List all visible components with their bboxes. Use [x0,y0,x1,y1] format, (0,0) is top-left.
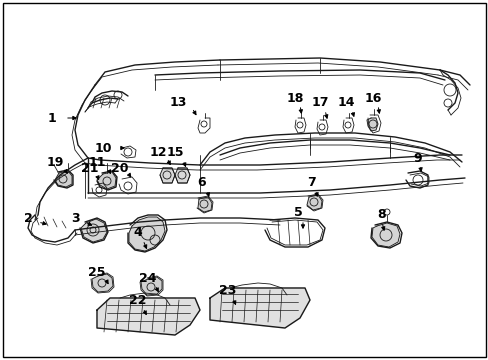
Text: 16: 16 [364,91,381,104]
Polygon shape [198,197,212,212]
Text: 23: 23 [219,284,236,297]
Polygon shape [81,219,107,242]
Text: 3: 3 [71,211,79,225]
Text: 24: 24 [139,271,157,284]
Text: 19: 19 [46,157,63,170]
Polygon shape [160,168,175,183]
Text: 15: 15 [166,147,183,159]
Polygon shape [97,172,116,189]
Text: 18: 18 [286,91,303,104]
Text: 9: 9 [413,152,422,165]
Polygon shape [366,118,377,131]
Text: 11: 11 [88,157,105,170]
Text: 12: 12 [149,147,166,159]
Text: 2: 2 [23,211,32,225]
Text: 25: 25 [88,266,105,279]
Text: 4: 4 [133,226,142,239]
Polygon shape [175,168,190,183]
Text: 17: 17 [311,96,328,109]
Text: 22: 22 [129,293,146,306]
Text: 14: 14 [337,96,354,109]
Polygon shape [141,277,162,295]
Text: 1: 1 [47,112,56,125]
Text: 6: 6 [197,176,206,189]
Polygon shape [55,171,72,187]
Polygon shape [129,217,164,251]
Text: 20: 20 [111,162,128,175]
Polygon shape [371,223,399,247]
Text: 7: 7 [306,176,315,189]
Text: 8: 8 [377,208,386,221]
Text: 13: 13 [169,96,186,109]
Polygon shape [306,195,321,210]
Text: 10: 10 [94,141,112,154]
Polygon shape [92,274,113,292]
Text: 21: 21 [81,162,99,175]
Polygon shape [97,298,200,335]
Text: 5: 5 [293,207,302,220]
Polygon shape [209,288,309,328]
